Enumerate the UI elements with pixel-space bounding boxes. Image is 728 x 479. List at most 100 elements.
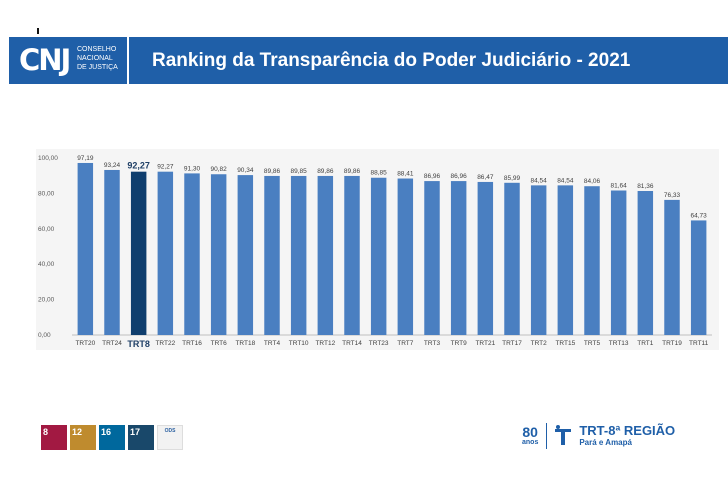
header-banner: CNJ CONSELHO NACIONAL DE JUSTIÇA Ranking… [9, 37, 728, 84]
bar [237, 175, 254, 335]
data-label: 90,82 [211, 166, 228, 173]
y-tick-label: 60,00 [38, 226, 55, 233]
x-tick-label: TRT14 [342, 340, 362, 347]
trt8-brand: 80 anos TRT-8ª REGIÃO Pará e Amapá [522, 419, 675, 453]
x-tick-label: TRT10 [289, 340, 309, 347]
x-tick-label: TRT9 [451, 340, 468, 347]
logo-line: NACIONAL [77, 55, 113, 62]
bar [130, 171, 147, 335]
bar [664, 199, 680, 335]
bar [450, 181, 467, 335]
x-tick-label: TRT12 [315, 340, 335, 347]
x-tick-label: TRT7 [397, 340, 414, 347]
data-label: 84,54 [531, 177, 548, 184]
trt-symbol-icon [555, 425, 572, 445]
logo-line: DE JUSTIÇA [77, 64, 118, 71]
x-tick-label: TRT3 [424, 340, 441, 347]
data-label: 86,47 [477, 174, 494, 181]
logo-line: CONSELHO [77, 46, 117, 53]
data-label: 86,96 [424, 173, 441, 180]
x-tick-label: TRT15 [555, 340, 575, 347]
anos-number: 80 [522, 424, 538, 440]
x-tick-label: TRT21 [475, 340, 495, 347]
trt-text: TRT-8ª REGIÃO Pará e Amapá [579, 424, 675, 448]
data-label: 86,96 [451, 173, 468, 180]
bar [157, 171, 174, 335]
trt-name: TRT-8ª REGIÃO [579, 423, 676, 438]
bar [477, 181, 494, 335]
bar [104, 169, 120, 335]
x-tick-label: TRT6 [211, 340, 228, 347]
data-label: 89,86 [264, 168, 281, 175]
bar [264, 175, 280, 335]
bar [290, 175, 307, 335]
x-tick-label: TRT22 [155, 340, 175, 347]
bar [690, 220, 707, 335]
data-label: 92,27 [127, 161, 150, 171]
x-tick-label: TRT5 [584, 340, 601, 347]
data-label: 84,54 [557, 177, 574, 184]
data-label: 76,33 [664, 192, 681, 199]
data-label: 85,99 [504, 175, 521, 182]
bar [424, 181, 440, 335]
x-tick-label: TRT19 [662, 340, 682, 347]
data-label: 88,41 [397, 171, 414, 178]
data-label: 91,30 [184, 165, 201, 172]
y-tick-label: 40,00 [38, 261, 55, 268]
data-label: 90,34 [237, 167, 254, 174]
data-label: 93,24 [104, 162, 121, 169]
x-tick-label: TRT18 [235, 340, 255, 347]
y-tick-label: 0,00 [38, 332, 51, 339]
data-label: 81,64 [611, 182, 628, 189]
bar [504, 182, 520, 335]
x-tick-label: TRT2 [531, 340, 548, 347]
ods-badge-12: 12 [70, 425, 96, 450]
ods-logo: ODS [157, 425, 183, 450]
x-tick-label: TRT4 [264, 340, 281, 347]
bar [370, 177, 387, 335]
x-tick-label: TRT8 [127, 339, 149, 349]
x-tick-label: TRT1 [637, 340, 654, 347]
data-label: 84,06 [584, 178, 601, 185]
y-tick-label: 80,00 [38, 190, 55, 197]
x-tick-label: TRT17 [502, 340, 522, 347]
bar [397, 178, 414, 335]
data-label: 92,27 [157, 164, 174, 171]
bar [317, 175, 334, 335]
bar [584, 186, 600, 335]
bar [610, 190, 627, 335]
ods-badge-17: 17 [128, 425, 154, 450]
page-title: Ranking da Transparência do Poder Judici… [152, 50, 631, 71]
data-label: 89,86 [317, 168, 334, 175]
bar [530, 185, 547, 335]
data-label: 64,73 [691, 212, 708, 219]
cnj-logo-text: CONSELHO NACIONAL DE JUSTIÇA [77, 45, 125, 72]
data-label: 97,19 [77, 155, 94, 162]
brand-divider [546, 423, 548, 449]
cnj-logo: CNJ CONSELHO NACIONAL DE JUSTIÇA [9, 37, 129, 84]
x-tick-label: TRT20 [75, 340, 95, 347]
x-tick-label: TRT13 [609, 340, 629, 347]
anos-word: anos [522, 439, 539, 446]
x-tick-label: TRT11 [689, 340, 709, 347]
x-tick-label: TRT24 [102, 340, 122, 347]
80-anos-logo: 80 anos [522, 425, 538, 447]
ranking-chart: 0,00 20,00 40,00 60,00 80,00 100,00 97,19 TRT20… [36, 149, 719, 350]
bar [210, 174, 227, 335]
x-tick-label: TRT16 [182, 340, 202, 347]
x-tick-label: TRT23 [369, 340, 389, 347]
ods-badge-8: 8 [41, 425, 67, 450]
y-tick-label: 20,00 [38, 297, 55, 304]
data-label: 89,86 [344, 168, 361, 175]
bar [557, 185, 574, 335]
bar [77, 162, 94, 335]
bar [344, 175, 360, 335]
data-label: 88,85 [371, 170, 388, 177]
bar [637, 190, 654, 335]
ods-badges: 8 12 16 17 ODS [41, 425, 183, 450]
ods-badge-16: 16 [99, 425, 125, 450]
data-label: 89,85 [291, 168, 308, 175]
y-tick-label: 100,00 [38, 155, 58, 162]
cnj-logo-mark: CNJ [19, 43, 71, 77]
stray-mark [37, 28, 39, 34]
